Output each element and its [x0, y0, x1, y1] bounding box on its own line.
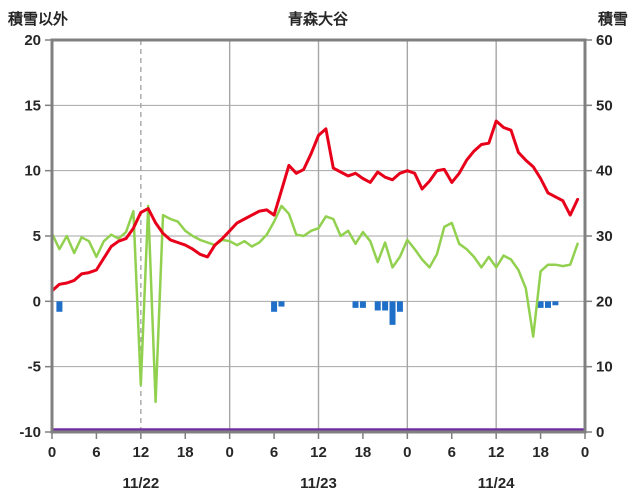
- svg-text:0: 0: [596, 424, 604, 441]
- plot-frame: [50, 38, 587, 434]
- svg-text:6: 6: [270, 444, 278, 461]
- green_line: [50, 204, 579, 404]
- svg-text:12: 12: [488, 444, 505, 461]
- svg-text:50: 50: [596, 97, 613, 114]
- svg-text:11/24: 11/24: [478, 475, 515, 492]
- svg-text:18: 18: [177, 444, 194, 461]
- svg-text:6: 6: [92, 444, 100, 461]
- svg-text:-10: -10: [19, 424, 41, 441]
- red_line: [50, 119, 580, 293]
- svg-text:0: 0: [225, 444, 233, 461]
- axis-ticks: [45, 39, 592, 439]
- svg-text:10: 10: [24, 163, 41, 180]
- svg-text:15: 15: [24, 97, 41, 114]
- blue_bars: [56, 301, 559, 325]
- right-axis-title: 積雪: [597, 11, 628, 28]
- svg-text:0: 0: [581, 444, 589, 461]
- svg-text:11/23: 11/23: [300, 475, 337, 492]
- svg-text:20: 20: [24, 32, 41, 49]
- svg-text:0: 0: [48, 444, 56, 461]
- svg-text:0: 0: [33, 293, 41, 310]
- svg-text:20: 20: [596, 293, 613, 310]
- svg-text:18: 18: [355, 444, 372, 461]
- gridlines: [52, 40, 585, 432]
- svg-text:60: 60: [596, 32, 613, 49]
- svg-text:11/22: 11/22: [122, 475, 159, 492]
- svg-text:10: 10: [596, 359, 613, 376]
- svg-text:30: 30: [596, 228, 613, 245]
- svg-text:0: 0: [403, 444, 411, 461]
- svg-text:12: 12: [310, 444, 327, 461]
- left-axis-title: 積雪以外: [8, 11, 69, 28]
- chart-title: 青森大谷: [287, 11, 348, 28]
- svg-text:12: 12: [132, 444, 149, 461]
- svg-text:18: 18: [532, 444, 549, 461]
- svg-text:5: 5: [33, 228, 41, 245]
- svg-text:40: 40: [596, 163, 613, 180]
- svg-text:-5: -5: [28, 359, 41, 376]
- svg-text:6: 6: [448, 444, 456, 461]
